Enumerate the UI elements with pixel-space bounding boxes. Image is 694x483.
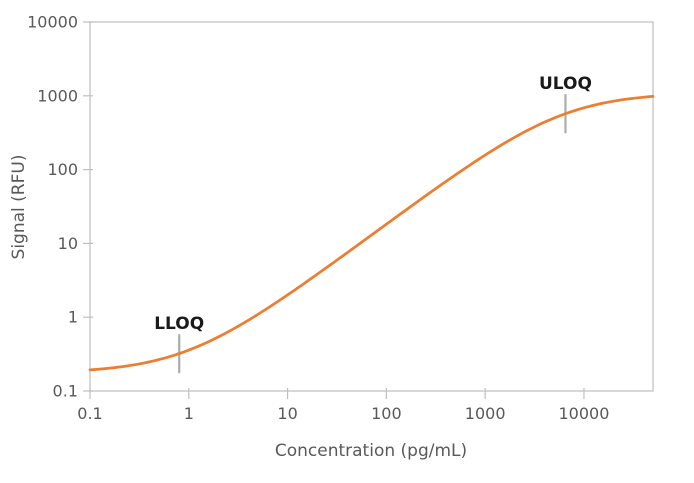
y-tick-label: 1 [68, 308, 78, 327]
axis-tick-labels: 0.1 1 10 100 1000 10000 0.1 1 10 100 1000 10000 [27, 13, 609, 424]
y-tick-label: 1000 [37, 86, 78, 105]
x-tick-label: 1 [184, 404, 194, 423]
lloq-label: LLOQ [154, 314, 204, 334]
y-tick-label: 0.1 [53, 382, 78, 401]
x-tick-label: 10000 [558, 404, 609, 423]
standard-curve-line [88, 95, 655, 372]
y-axis-title: Signal (RFU) [9, 155, 29, 260]
x-axis-title: Concentration (pg/mL) [275, 441, 467, 461]
x-tick-label: 0.1 [77, 404, 102, 423]
axis-ticks [83, 21, 585, 399]
x-tick-label: 100 [371, 404, 402, 423]
loq-annotation-labels: LLOQ ULOQ [154, 74, 592, 334]
uloq-label: ULOQ [539, 74, 592, 94]
standard-curve-series [88, 95, 655, 372]
y-tick-label: 100 [47, 160, 78, 179]
y-tick-label: 10 [58, 234, 78, 253]
x-tick-label: 1000 [465, 404, 506, 423]
y-tick-label: 10000 [27, 13, 78, 32]
plot-area-border [89, 21, 654, 392]
x-tick-label: 10 [277, 404, 297, 423]
